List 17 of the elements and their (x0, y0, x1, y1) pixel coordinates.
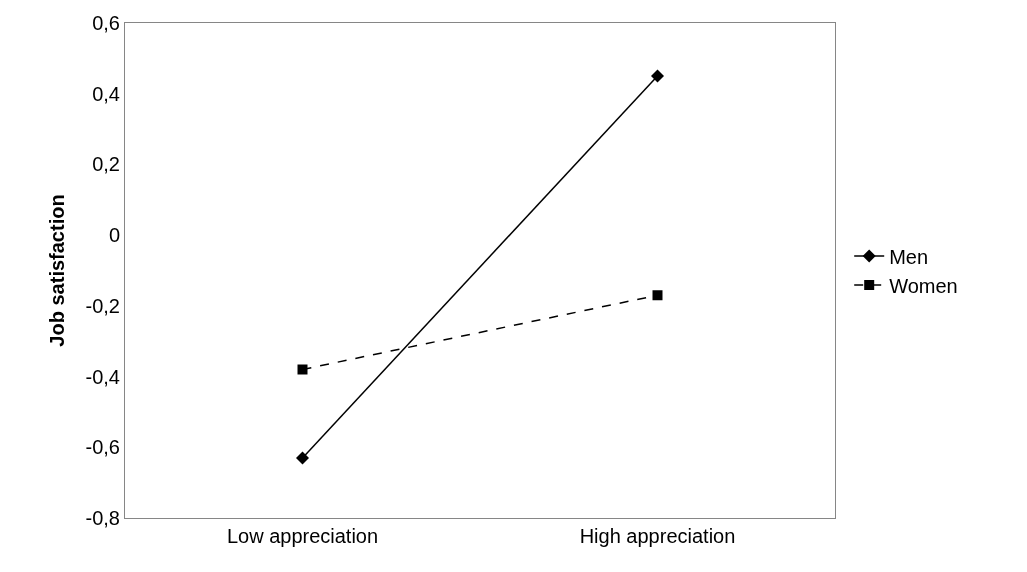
y-tick-label: 0,2 (92, 153, 120, 176)
y-tick-label: 0,6 (92, 12, 120, 34)
x-tick-label: Low appreciation (226, 525, 379, 547)
point (652, 290, 663, 301)
x-tick-label: High appreciation (579, 525, 736, 547)
y-tick-label: -0,2 (85, 294, 120, 317)
point (297, 364, 308, 375)
point (651, 69, 664, 83)
y-tick-label: 0,4 (92, 82, 120, 105)
y-tick-label: -0,6 (85, 436, 120, 459)
y-axis-title: Job satisfaction (46, 194, 69, 347)
point (296, 451, 309, 465)
legend-label: Men (889, 245, 929, 268)
y-tick-label: 0 (108, 224, 120, 247)
legend-label: Women (889, 274, 958, 297)
y-tick-label: -0,4 (85, 365, 120, 388)
y-tick-label: -0,8 (85, 507, 120, 529)
